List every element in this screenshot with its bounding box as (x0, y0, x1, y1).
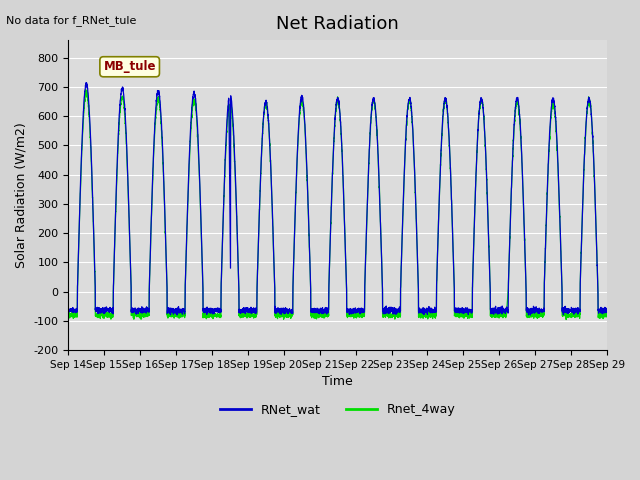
RNet_wat (65, 307, 72, 313)
RNet_wat (317, 307, 325, 313)
RNet_wat (161, 225, 169, 231)
Rnet_4way (603, 314, 611, 320)
Rnet_4way (563, 317, 570, 323)
Rnet_4way (317, 314, 325, 320)
RNet_wat (603, 309, 611, 315)
RNet_wat (429, 307, 436, 313)
Text: No data for f_RNet_tule: No data for f_RNet_tule (6, 15, 137, 26)
Line: RNet_wat: RNet_wat (68, 83, 607, 315)
RNet_wat (83, 80, 90, 85)
Rnet_4way (429, 312, 436, 318)
X-axis label: Time: Time (323, 375, 353, 388)
Rnet_4way (65, 312, 72, 318)
Rnet_4way (161, 230, 169, 236)
RNet_wat (458, 305, 466, 311)
Y-axis label: Solar Radiation (W/m2): Solar Radiation (W/m2) (15, 122, 28, 268)
RNet_wat (603, 307, 611, 312)
Legend: RNet_wat, Rnet_4way: RNet_wat, Rnet_4way (214, 398, 461, 421)
RNet_wat (489, 306, 497, 312)
Title: Net Radiation: Net Radiation (276, 15, 399, 33)
Rnet_4way (458, 311, 466, 317)
RNet_wat (527, 312, 534, 318)
Rnet_4way (82, 86, 90, 92)
Rnet_4way (489, 313, 497, 319)
Text: MB_tule: MB_tule (104, 60, 156, 73)
Line: Rnet_4way: Rnet_4way (68, 89, 607, 320)
Rnet_4way (603, 313, 611, 319)
